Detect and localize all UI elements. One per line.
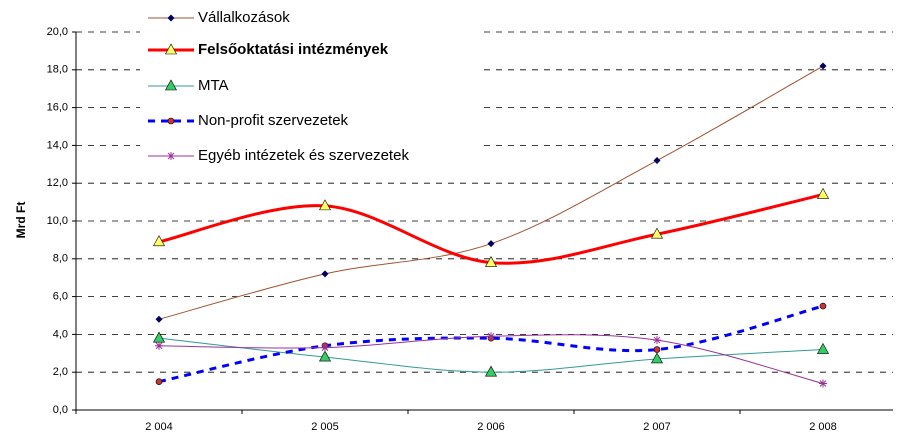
marker: [155, 341, 163, 350]
y-tick-label: 14,0: [47, 139, 68, 151]
marker: [321, 270, 329, 278]
marker: [321, 343, 329, 352]
marker: [819, 379, 827, 388]
marker: [487, 240, 495, 248]
x-tick-label: 2 004: [145, 421, 173, 433]
y-tick-label: 0,0: [53, 404, 68, 416]
x-tick-label: 2 006: [477, 421, 505, 433]
marker: [167, 117, 175, 125]
y-tick-label: 2,0: [53, 366, 68, 378]
y-tick-label: 8,0: [53, 253, 68, 265]
marker: [650, 227, 664, 239]
marker: [484, 255, 498, 267]
series-line: [158, 193, 824, 265]
marker: [155, 315, 163, 323]
marker: [653, 336, 661, 345]
marker: [484, 365, 498, 377]
legend-label: Vállalkozások: [198, 9, 290, 26]
marker: [164, 43, 178, 55]
legend-label: Felsőoktatási intézmények: [198, 41, 389, 58]
y-tick-label: 4,0: [53, 328, 68, 340]
series-line: [158, 304, 824, 384]
x-tick-label: 2 008: [809, 421, 837, 433]
marker: [318, 199, 332, 211]
marker: [155, 378, 163, 385]
marker: [167, 152, 175, 160]
marker: [816, 187, 830, 199]
marker: [653, 157, 661, 165]
marker: [152, 235, 166, 247]
legend-label: Egyéb intézetek és szervezetek: [198, 147, 409, 164]
y-tick-label: 20,0: [47, 26, 68, 38]
legend-label: MTA: [198, 77, 229, 94]
marker: [318, 350, 332, 362]
y-tick-label: 12,0: [47, 177, 68, 189]
marker: [167, 14, 175, 22]
y-tick-label: 16,0: [47, 102, 68, 114]
marker: [819, 302, 827, 310]
marker: [650, 352, 664, 364]
marker: [152, 331, 166, 343]
marker: [819, 62, 827, 70]
legend-label: Non-profit szervezetek: [198, 112, 349, 129]
x-tick-label: 2 005: [311, 421, 339, 433]
marker: [487, 332, 495, 341]
marker: [816, 342, 830, 354]
y-tick-label: 10,0: [47, 215, 68, 227]
marker: [164, 79, 178, 91]
y-tick-label: 18,0: [47, 64, 68, 76]
x-tick-label: 2 007: [643, 421, 671, 433]
marker: [653, 346, 661, 353]
y-tick-label: 6,0: [53, 291, 68, 303]
legend-background: [140, 4, 480, 172]
y-axis-label: Mrd Ft: [14, 202, 28, 239]
